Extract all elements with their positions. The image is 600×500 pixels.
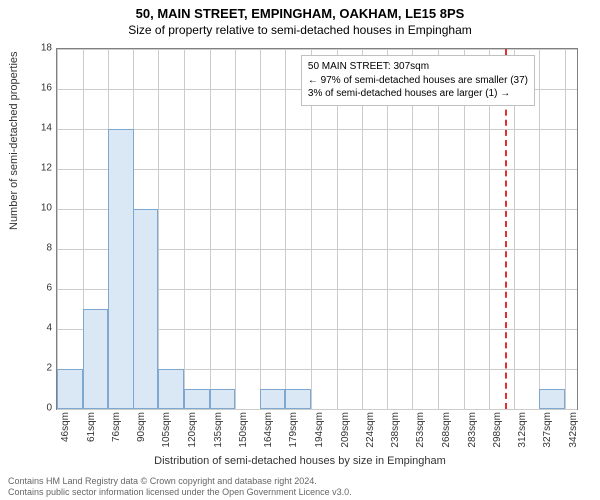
gridline-v bbox=[210, 49, 211, 409]
credits-line-1: Contains HM Land Registry data © Crown c… bbox=[8, 476, 352, 487]
x-tick: 298sqm bbox=[492, 412, 503, 462]
gridline-v bbox=[539, 49, 540, 409]
x-tick: 312sqm bbox=[517, 412, 528, 462]
y-tick: 8 bbox=[32, 243, 52, 254]
y-tick: 18 bbox=[32, 43, 52, 54]
x-tick: 179sqm bbox=[288, 412, 299, 462]
histogram-bar bbox=[260, 389, 286, 409]
x-tick: 120sqm bbox=[187, 412, 198, 462]
gridline-h bbox=[57, 409, 577, 410]
gridline-v bbox=[260, 49, 261, 409]
y-tick: 2 bbox=[32, 363, 52, 374]
legend-line-1: 50 MAIN STREET: 307sqm bbox=[308, 60, 528, 74]
y-tick: 16 bbox=[32, 83, 52, 94]
histogram-bar bbox=[210, 389, 236, 409]
chart-title: 50, MAIN STREET, EMPINGHAM, OAKHAM, LE15… bbox=[0, 0, 600, 21]
y-tick: 12 bbox=[32, 163, 52, 174]
histogram-bar bbox=[285, 389, 311, 409]
chart-subtitle: Size of property relative to semi-detach… bbox=[0, 21, 600, 37]
y-tick: 14 bbox=[32, 123, 52, 134]
x-tick: 76sqm bbox=[111, 412, 122, 462]
x-tick: 224sqm bbox=[365, 412, 376, 462]
gridline-v bbox=[235, 49, 236, 409]
y-axis-label: Number of semi-detached properties bbox=[8, 51, 20, 230]
histogram-bar bbox=[83, 309, 109, 409]
histogram-bar bbox=[57, 369, 83, 409]
x-tick: 90sqm bbox=[136, 412, 147, 462]
histogram-bar bbox=[133, 209, 159, 409]
gridline-v bbox=[285, 49, 286, 409]
gridline-v bbox=[565, 49, 566, 409]
x-tick: 342sqm bbox=[568, 412, 579, 462]
x-tick: 150sqm bbox=[238, 412, 249, 462]
chart-container: 50, MAIN STREET, EMPINGHAM, OAKHAM, LE15… bbox=[0, 0, 600, 500]
gridline-v bbox=[57, 49, 58, 409]
x-tick: 194sqm bbox=[314, 412, 325, 462]
gridline-h bbox=[57, 129, 577, 130]
credits: Contains HM Land Registry data © Crown c… bbox=[8, 476, 352, 498]
histogram-bar bbox=[108, 129, 134, 409]
gridline-h bbox=[57, 169, 577, 170]
x-tick: 61sqm bbox=[86, 412, 97, 462]
y-tick: 4 bbox=[32, 323, 52, 334]
histogram-bar bbox=[539, 389, 565, 409]
legend-box: 50 MAIN STREET: 307sqm ← 97% of semi-det… bbox=[301, 55, 535, 106]
legend-line-2: ← 97% of semi-detached houses are smalle… bbox=[308, 74, 528, 88]
gridline-v bbox=[184, 49, 185, 409]
histogram-bar bbox=[158, 369, 184, 409]
gridline-v bbox=[158, 49, 159, 409]
x-tick: 283sqm bbox=[467, 412, 478, 462]
x-tick: 46sqm bbox=[60, 412, 71, 462]
x-tick: 253sqm bbox=[415, 412, 426, 462]
legend-line-3: 3% of semi-detached houses are larger (1… bbox=[308, 87, 528, 101]
plot-area: 50 MAIN STREET: 307sqm ← 97% of semi-det… bbox=[56, 48, 578, 410]
histogram-bar bbox=[184, 389, 210, 409]
x-tick: 164sqm bbox=[263, 412, 274, 462]
y-tick: 6 bbox=[32, 283, 52, 294]
x-tick: 135sqm bbox=[213, 412, 224, 462]
y-tick: 10 bbox=[32, 203, 52, 214]
y-tick: 0 bbox=[32, 403, 52, 414]
gridline-h bbox=[57, 49, 577, 50]
credits-line-2: Contains public sector information licen… bbox=[8, 487, 352, 498]
x-tick: 105sqm bbox=[161, 412, 172, 462]
x-tick: 209sqm bbox=[340, 412, 351, 462]
x-tick: 268sqm bbox=[441, 412, 452, 462]
x-tick: 327sqm bbox=[542, 412, 553, 462]
x-tick: 238sqm bbox=[390, 412, 401, 462]
